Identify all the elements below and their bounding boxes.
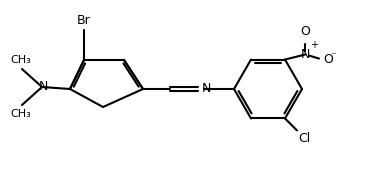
- Text: O: O: [323, 53, 333, 66]
- Text: N: N: [300, 48, 310, 61]
- Text: CH₃: CH₃: [11, 109, 31, 119]
- Text: N: N: [38, 80, 48, 92]
- Text: Br: Br: [77, 14, 91, 27]
- Text: CH₃: CH₃: [11, 55, 31, 65]
- Text: Cl: Cl: [298, 132, 310, 145]
- Text: ⁻: ⁻: [330, 52, 336, 62]
- Text: +: +: [310, 39, 318, 50]
- Text: O: O: [300, 25, 310, 37]
- Text: N: N: [202, 82, 211, 94]
